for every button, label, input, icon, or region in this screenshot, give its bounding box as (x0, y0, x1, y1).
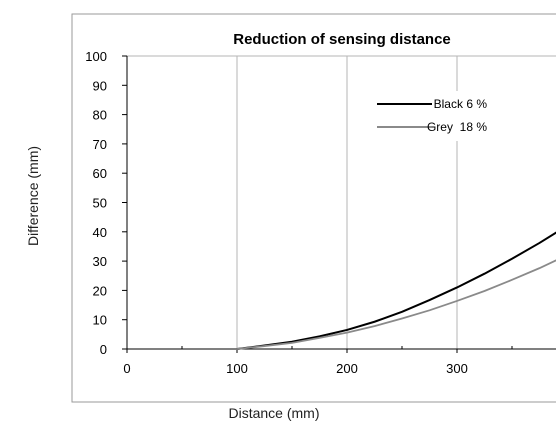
y-tick-label: 0 (100, 342, 107, 357)
series-layer (236, 231, 556, 350)
series-line-black (236, 231, 556, 350)
y-tick-label: 40 (93, 225, 107, 240)
legend-box (360, 91, 556, 141)
x-tick-label: 100 (226, 361, 248, 376)
tick-label-layer: 010203040506070809010001002003004 (85, 49, 468, 376)
legend-label-grey: Grey 18 % (427, 120, 487, 134)
y-tick-label: 10 (93, 313, 107, 328)
chart-title: Reduction of sensing distance (233, 31, 451, 48)
y-tick-label: 80 (93, 108, 107, 123)
y-tick-label: 90 (93, 78, 107, 93)
y-tick-label: 30 (93, 254, 107, 269)
y-tick-label: 50 (93, 196, 107, 211)
legend: Black 6 % Grey 18 % (360, 91, 556, 141)
x-axis-label: Distance (mm) (228, 405, 319, 421)
series-line-grey (236, 259, 556, 350)
x-tick-label: 200 (336, 361, 358, 376)
y-tick-label: 20 (93, 283, 107, 298)
legend-label-black: Black 6 % (434, 97, 488, 111)
axes-layer (122, 55, 556, 353)
y-tick-label: 100 (85, 49, 107, 64)
y-tick-label: 60 (93, 166, 107, 181)
y-tick-label: 70 (93, 137, 107, 152)
x-tick-label: 0 (123, 361, 130, 376)
y-axis-label: Difference (mm) (25, 146, 41, 246)
x-tick-label: 300 (446, 361, 468, 376)
